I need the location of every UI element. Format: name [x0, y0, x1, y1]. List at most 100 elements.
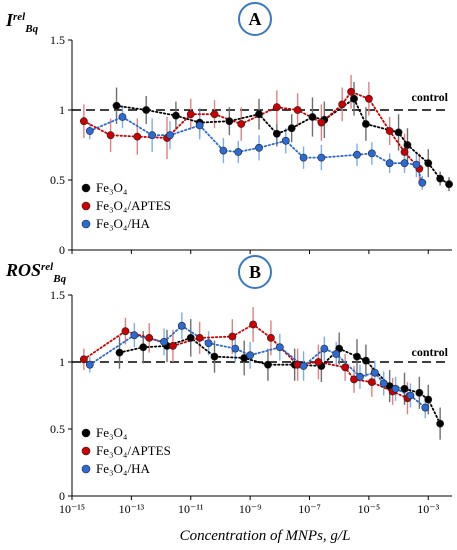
panel-a-fe3o4_ha-point [118, 113, 127, 121]
panel-b-y-tick-label: 0 [59, 489, 65, 503]
panel-a-fe3o4_ha-point [400, 159, 409, 168]
panel-b-plot [79, 307, 445, 440]
panel-b-fe3o4_ha-point [320, 344, 329, 353]
panel-a-fe3o4_ha-point [317, 153, 326, 162]
panel-b-fe3o4_ha-point [177, 321, 186, 330]
panel-b-legend-marker [81, 428, 91, 438]
panel-a-fe3o4_ha-point [412, 160, 421, 169]
panel-b-fe3o4-point [139, 343, 148, 352]
panel-a-plot [79, 75, 453, 192]
panel-b-fe3o4_ha-point [391, 384, 400, 393]
panel-a-fe3o4_ha-point [195, 121, 204, 130]
panel-a-y-tick-label: 0 [59, 243, 65, 257]
panel-a-legend-marker [81, 219, 91, 229]
panel-b-ylabel: ROSrelBq [5, 260, 67, 285]
panel-b-fe3o4-point [400, 384, 409, 393]
panel-b-fe3o4_aptes-point [79, 355, 88, 364]
panel-a-fe3o4_ha-point [234, 148, 243, 156]
panel-a-fe3o4-point [308, 113, 317, 121]
x-tick-label: 10⁻¹¹ [178, 502, 204, 516]
panel-b-legend-marker [81, 446, 91, 456]
panel-a-fe3o4_ha-point [166, 131, 174, 140]
panel-b-fe3o4_aptes-point [367, 378, 376, 386]
panel-b: ROSrelBq B 0 0.5 1 1.5 control Fe₃O₄ Fe₃O₄/A… [5, 255, 452, 503]
panel-b-y-tick-label: 0.5 [50, 422, 65, 436]
panel-a-fe3o4_aptes-point [385, 127, 394, 135]
panel-b-fe3o4_aptes-point [341, 363, 350, 372]
panel-a-y-tick-label: 0.5 [50, 173, 65, 187]
panel-b-fe3o4_ha-point [246, 351, 255, 360]
panel-b-legend-label: Fe₃O₄/HA [96, 461, 150, 476]
panel-b-fe3o4_aptes-point [249, 320, 257, 329]
panel-a-fe3o4-point [394, 128, 403, 137]
panel-b-fe3o4_ha-point [160, 337, 168, 346]
panel-a-fe3o4-point [350, 94, 358, 103]
x-tick-label: 10⁻⁹ [239, 502, 262, 516]
panel-a-fe3o4-point [424, 159, 433, 168]
panel-b-legend-label: Fe₃O₄/APTES [96, 443, 171, 458]
panel-b-fe3o4-point [115, 348, 124, 357]
panel-a-fe3o4_ha-point [148, 131, 157, 140]
panel-a-fe3o4-point [436, 174, 445, 183]
panel-a-legend-marker [81, 201, 91, 211]
panel-a-y-tick-label: 1.5 [50, 33, 65, 47]
panel-a-fe3o4_ha-point [255, 143, 263, 152]
panel-a-fe3o4_aptes-point [237, 120, 246, 128]
x-tick-label: 10⁻¹⁵ [59, 502, 85, 516]
panel-a-fe3o4-point [272, 129, 281, 138]
panel-b-fe3o4_ha-point [299, 362, 308, 370]
panel-b-fe3o4_ha-point [356, 372, 364, 381]
panel-a-fe3o4_aptes-point [400, 148, 409, 156]
panel-b-y-tick-label: 1 [59, 355, 65, 369]
panel-b-letter: B [249, 262, 261, 282]
panel-a-legend: Fe₃O₄ Fe₃O₄/APTES Fe₃O₄/HA [81, 180, 171, 231]
panel-b-legend-marker [81, 464, 91, 474]
panel-a-fe3o4-point [255, 110, 263, 119]
panel-a-legend-label: Fe₃O₄/HA [96, 216, 150, 231]
panel-a-fe3o4_aptes-point [293, 106, 302, 114]
panel-b-fe3o4_aptes-point [145, 333, 154, 342]
panel-a: IrelBq A 0 0.5 1 1.5 control Fe₃O₄ Fe₃O₄/APT… [5, 2, 453, 257]
panel-b-fe3o4-point [424, 395, 433, 404]
panel-b-fe3o4-point [186, 333, 195, 342]
panel-a-fe3o4_aptes-point [317, 118, 326, 127]
panel-a-fe3o4-point [172, 111, 180, 120]
panel-a-ylabel: IrelBq [5, 10, 39, 35]
panel-a-fe3o4_ha-point [85, 127, 94, 135]
panel-a-fe3o4_ha-point [418, 178, 427, 187]
x-tick-label: 10⁻³ [417, 502, 439, 516]
panel-b-fe3o4_ha-point [370, 368, 379, 377]
panel-a-fe3o4_ha-point [367, 149, 376, 158]
panel-a-fe3o4-point [362, 120, 370, 128]
panel-a-fe3o4_ha-point [219, 146, 228, 155]
panel-b-fe3o4-point [415, 388, 424, 397]
panel-b-fe3o4_aptes-point [121, 327, 130, 336]
panel-b-fe3o4-point [264, 360, 272, 369]
panel-a-axes: 0 0.5 1 1.5 [50, 33, 452, 257]
panel-b-fe3o4_ha-point [130, 331, 139, 340]
panel-b-fe3o4_ha-point [85, 360, 94, 369]
panel-b-fe3o4_aptes-point [314, 358, 323, 366]
panel-a-fe3o4-point [445, 180, 453, 189]
panel-a-fe3o4-point [112, 101, 121, 110]
x-tick-label: 10⁻⁷ [298, 502, 321, 516]
panel-b-fe3o4_ha-point [379, 379, 388, 388]
panel-b-fe3o4_ha-point [406, 391, 415, 400]
panel-a-fe3o4_aptes-point [338, 100, 347, 109]
panel-b-badge-circle [238, 255, 272, 289]
panel-a-fe3o4_ha-point [281, 136, 290, 145]
panel-a-fe3o4-point [403, 141, 412, 149]
panel-a-fe3o4_aptes-point [272, 103, 281, 112]
panel-a-legend-marker [81, 183, 91, 193]
panel-b-fe3o4_aptes-point [228, 332, 237, 341]
panel-a-badge-circle [238, 2, 272, 36]
x-tick-label: 10⁻⁵ [358, 502, 381, 516]
panel-a-legend-label: Fe₃O₄ [96, 180, 128, 195]
panel-b-fe3o4_ha-point [421, 403, 430, 412]
panel-a-fe3o4_aptes-point [186, 110, 195, 119]
panel-a-fe3o4_aptes-point [133, 132, 142, 141]
panel-a-fe3o4_aptes-point [364, 94, 373, 103]
panel-a-fe3o4_ha-point [385, 159, 394, 168]
panel-b-fe3o4-point [210, 352, 219, 361]
